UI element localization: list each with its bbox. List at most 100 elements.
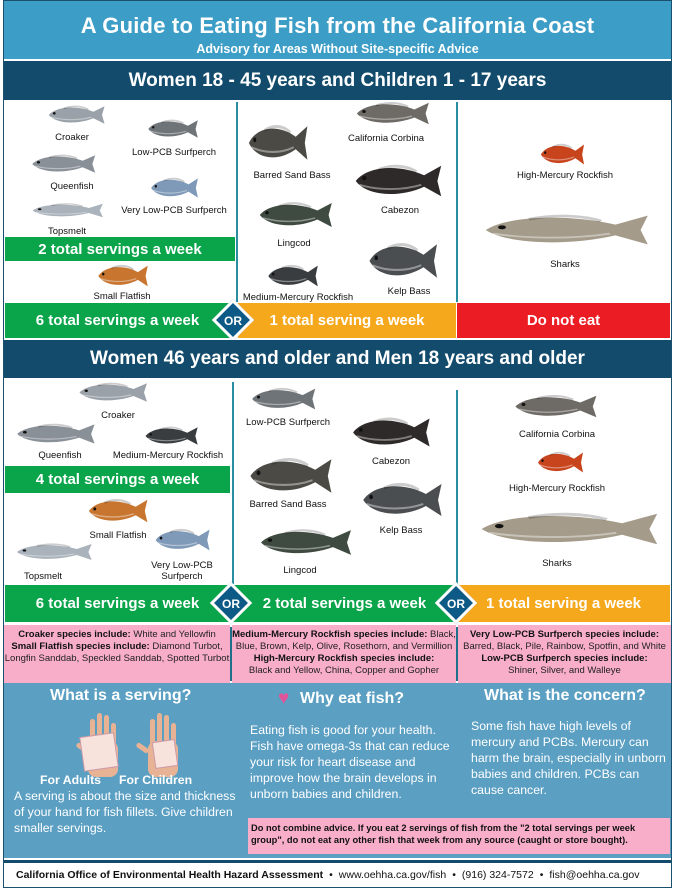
species-note-croaker-flatfish: Croaker species include: White and Yello… [4, 625, 230, 683]
fish-label: Cabezon [371, 456, 411, 467]
why-title: Why eat fish? [300, 690, 405, 707]
footer-email-link[interactable]: fish@oehha.ca.gov [549, 868, 640, 881]
topsmelt-fish-image [12, 542, 95, 562]
cabezon-fish-image [348, 415, 433, 450]
column-divider [232, 382, 234, 584]
fish-label: Small Flatfish [93, 291, 151, 302]
note-text: Black and Yellow, China, Copper and Goph… [248, 665, 440, 676]
note-text: White and Yellowfin [133, 629, 216, 640]
info-section: What is a serving? For Adults For Childr… [4, 683, 671, 858]
group1-inner-servings: 2 total servings a week [5, 237, 235, 261]
note-label: Medium-Mercury Rockfish species include: [232, 629, 428, 640]
group1-do-not-eat: Do not eat [457, 303, 670, 338]
note-text: Barred, Black, Pile, Rainbow, Spotfin, a… [463, 641, 666, 652]
page-title: A Guide to Eating Fish from the Californ… [80, 13, 595, 38]
group1-servings-col2: 1 total serving a week [238, 303, 456, 338]
or-label: OR [224, 314, 242, 328]
fish-label: Croaker [55, 132, 89, 143]
california-corbina-fish-image [510, 393, 600, 420]
queenfish-fish-image [12, 422, 98, 446]
california-corbina-fish-image [352, 100, 432, 127]
column-divider [230, 627, 232, 681]
title-band: A Guide to Eating Fish from the Californ… [4, 1, 671, 59]
serving-title: What is a serving? [50, 687, 192, 704]
queenfish-fish-image [28, 153, 98, 175]
fish-label: Queenfish [38, 450, 82, 461]
concern-title: What is the concern? [484, 687, 646, 704]
fish-label: Medium-Mercury Rockfish [112, 450, 224, 461]
footer-website-link[interactable]: www.oehha.ca.gov/fish [338, 868, 447, 881]
note-label: Very Low-PCB Surfperch species include: [470, 629, 659, 640]
fish-label: Medium-Mercury Rockfish [242, 292, 354, 303]
for-adults-label: For Adults [40, 773, 102, 787]
column-divider [236, 102, 238, 302]
note-text: Black, Blue, Brown, Kelp, Olive, Rosetho… [235, 629, 456, 652]
hands-icon [76, 713, 179, 777]
fish-label: Queenfish [50, 181, 94, 192]
fish-label: Sharks [550, 259, 580, 270]
barred-sand-bass-fish-image [245, 455, 335, 497]
low-pcb-surfperch-fish-image [145, 118, 200, 140]
fish-label: Cabezon [380, 205, 420, 216]
croaker-fish-image [75, 381, 150, 404]
footer-separator: • [539, 868, 544, 881]
high-mercury-rockfish-fish-image [535, 450, 585, 475]
fish-label: Barred Sand Bass [253, 170, 331, 181]
note-label: High-Mercury Rockfish species include: [253, 653, 435, 664]
note-label: Low-PCB Surfperch species include: [481, 653, 648, 664]
poster-frame [3, 0, 672, 888]
medium-mercury-rockfish-fish-image [142, 425, 200, 447]
column-divider [456, 102, 458, 302]
fish-label: Low-PCB Surfperch [132, 147, 216, 158]
why-text: Eating fish is good for your health. Fis… [250, 723, 450, 801]
fish-label: Small Flatfish [89, 530, 147, 541]
fish-label: Lingcod [277, 238, 311, 249]
lingcod-fish-image [255, 200, 335, 230]
small-flatfish-fish-image [95, 263, 150, 289]
group2-servings-col3: 1 total serving a week [457, 585, 670, 622]
fish-label: Topsmelt [47, 226, 87, 237]
small-flatfish-fish-image [85, 497, 150, 525]
fish-label: Lingcod [283, 565, 317, 576]
species-note-rockfish: Medium-Mercury Rockfish species include:… [232, 625, 456, 683]
column-divider [456, 390, 458, 584]
group2-heading: Women 46 years and older and Men 18 year… [4, 340, 671, 378]
note-label: Croaker species include: [18, 629, 131, 640]
combine-warning: Do not combine advice. If you eat 2 serv… [248, 818, 670, 854]
fish-label: High-Mercury Rockfish [516, 170, 614, 181]
cabezon-fish-image [350, 162, 445, 200]
group2-inner-servings: 4 total servings a week [5, 466, 230, 493]
croaker-fish-image [45, 104, 107, 126]
barred-sand-bass-fish-image [245, 122, 310, 164]
group1-heading: Women 18 - 45 years and Children 1 - 17 … [4, 61, 671, 100]
serving-text: A serving is about the size and thicknes… [14, 789, 236, 835]
footer-org: California Office of Environmental Healt… [16, 868, 324, 881]
group1-servings-col1: 6 total servings a week [5, 303, 230, 338]
fish-label: Kelp Bass [379, 525, 423, 536]
kelp-bass-fish-image [358, 480, 445, 520]
fish-label: California Corbina [347, 133, 425, 144]
fish-label: Kelp Bass [387, 286, 431, 297]
footer: California Office of Environmental Healt… [4, 860, 671, 886]
sharks-fish-image [475, 212, 655, 248]
fish-label: Low-PCB Surfperch [246, 417, 330, 428]
high-mercury-rockfish-fish-image [538, 142, 586, 167]
for-children-label: For Children [119, 773, 193, 787]
medium-mercury-rockfish-fish-image [265, 263, 320, 289]
heart-icon: ♥ [278, 688, 290, 709]
footer-phone: (916) 324-7572 [461, 868, 534, 881]
species-note-surfperch: Very Low-PCB Surfperch species include: B… [458, 625, 671, 683]
fish-label: Croaker [101, 410, 135, 421]
sharks-fish-image [470, 510, 665, 548]
very-low-pcb-surfperch-fish-image [152, 527, 212, 553]
note-label: Small Flatfish species include: [11, 641, 150, 652]
fish-label: Topsmelt [23, 571, 63, 582]
fish-label: California Corbina [518, 429, 596, 440]
note-text: Shiner, Silver, and Walleye [508, 665, 621, 676]
topsmelt-fish-image [28, 202, 106, 219]
column-divider [456, 627, 458, 681]
page-subtitle: Advisory for Areas Without Site-specific… [196, 42, 479, 56]
footer-separator: • [452, 868, 456, 881]
footer-separator: • [329, 868, 333, 881]
low-pcb-surfperch-fish-image [248, 386, 318, 412]
